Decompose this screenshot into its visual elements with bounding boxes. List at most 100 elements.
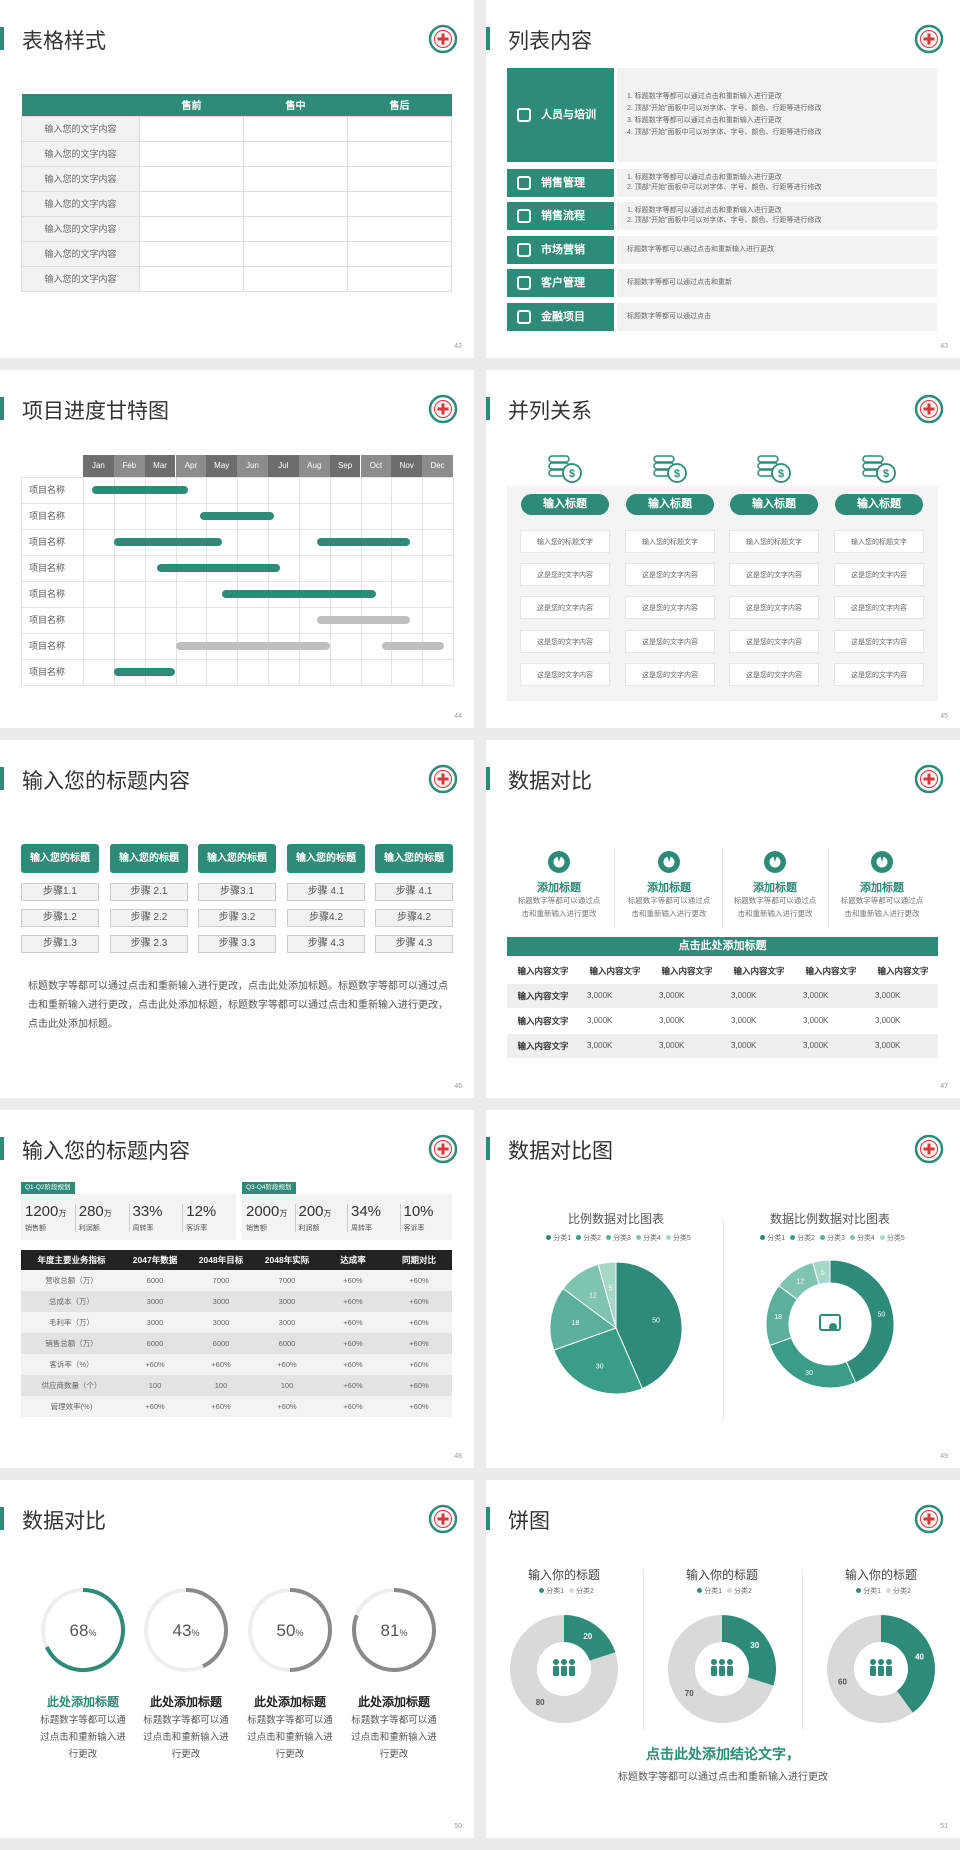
item-name: 销售管理 (541, 177, 585, 189)
slide-title: 数据对比图 (508, 1140, 613, 1163)
column-cell: 这是您的文字内容 (520, 596, 610, 619)
logo (914, 24, 944, 54)
people-icon (711, 1666, 717, 1676)
chart-title: 数据比例数据对比图表 (769, 1212, 890, 1226)
kpi-unit: 万 (58, 1209, 67, 1218)
item-text: 3. 标题数字等都可以通过点击和重新输入进行更改 (627, 117, 782, 124)
table-cell: 3,000K (659, 1016, 685, 1025)
table-cell: 营收总额（万） (45, 1276, 98, 1285)
table-header-bg (21, 1250, 452, 1270)
table-cell: 3000 (146, 1318, 164, 1327)
people-icon (727, 1666, 733, 1676)
legend-dot (886, 1588, 891, 1593)
table-row: 输入您的文字内容 (21, 190, 452, 217)
header-row: 售前 售中 售后 (21, 94, 452, 116)
table-cell: 3000 (278, 1297, 296, 1306)
row-label: 输入内容文字 (517, 991, 569, 1001)
title-accent (486, 397, 490, 420)
kpi-divider (182, 1204, 184, 1232)
item-text: 2. 顶部“开始”面板中可以对字体、字号、颜色、行距等进行修改 (627, 105, 822, 112)
gantt-bar (317, 616, 410, 624)
step-box: 步骤 4.3 (287, 935, 365, 953)
pie-slice (553, 1327, 643, 1395)
column-heading: 输入标题 (521, 494, 609, 515)
ring-title: 此处添加标题 (149, 1695, 222, 1709)
slide: 表格样式 42 售前 售中 售后 输入您的文字内容 输入您的文字内容 输入您的文字内容 输入您的… (0, 0, 474, 358)
task-name: 项目名称 (29, 563, 66, 573)
slide-title: 列表内容 (508, 30, 592, 53)
separator (722, 848, 723, 928)
table-cell: +60% (409, 1339, 429, 1348)
task-name: 项目名称 (29, 511, 66, 521)
graphics: 68% 43% 50% 81% (41, 1588, 436, 1672)
header-cell: 售后 (347, 94, 452, 116)
month-header: Jan (83, 455, 114, 477)
table-cell: 6000 (278, 1339, 296, 1348)
step-box: 步骤 2.2 (110, 909, 188, 927)
gantt-bar (200, 512, 275, 520)
column-cell: 这是您的文字内容 (520, 563, 610, 586)
pie-slice (615, 1261, 683, 1390)
task-name: 项目名称 (29, 537, 66, 547)
separator (614, 848, 615, 928)
slice-label: 20 (583, 1632, 592, 1641)
title-accent (486, 27, 490, 50)
row-bg (21, 1396, 452, 1417)
donut-slice (722, 1615, 776, 1686)
step-box: 步骤3.1 (198, 883, 276, 901)
item-text-box: 标题数字等都可以通过点击和重新输入进行更改 (617, 236, 937, 264)
table-cell (139, 140, 244, 167)
people-icon (886, 1659, 892, 1665)
slice-label: 50 (652, 1318, 660, 1325)
month-header: Oct (360, 455, 392, 477)
column-cell: 这是您的文字内容 (729, 630, 819, 653)
ring-value: 43% (173, 1621, 200, 1640)
icon-pie (876, 856, 888, 868)
row-bg (21, 1270, 452, 1291)
kpi-value: 2000万 (246, 1203, 288, 1220)
column-heading: 输入标题 (835, 494, 923, 515)
table-cell: 100 (214, 1381, 228, 1390)
header-cell: 年度主要业务指标 (37, 1255, 106, 1265)
coin-badge (771, 463, 791, 483)
ring-arc (185, 1588, 228, 1669)
logo-cross (923, 1147, 935, 1151)
slide: 数据对比图 49 50 30 18 12 5 50 30 18 12 5 比例数据对比图表 分类1 分类2 分… (486, 1110, 960, 1468)
kpi-name: 周转率 (132, 1225, 154, 1232)
step-box: 步骤 2.1 (110, 883, 188, 901)
month-header: Sep (329, 455, 361, 477)
slide-title: 输入您的标题内容 (22, 1140, 190, 1163)
step-box: 步骤4.2 (287, 909, 365, 927)
slide: 数据对比 47 添加标题 标题数字等都可以通过点击和重新输入进行更改 添加标题 标题数字等… (486, 740, 960, 1098)
slice-label: 18 (774, 1314, 782, 1321)
coin-sign: $ (674, 468, 680, 480)
task-name: 项目名称 (29, 667, 66, 677)
title-accent (0, 767, 4, 790)
slide: 项目进度甘特图 44 Jan Feb Mar Apr May Jun Jul Aug Sep Oct N… (0, 370, 474, 728)
header-cell: 输入内容文字 (805, 966, 857, 976)
conclusion-note: 标题数字等都可以通过点击和重新输入进行更改 (618, 1772, 828, 1783)
donut-slice (827, 1615, 913, 1723)
grid-line (21, 685, 453, 686)
table-row: 输入您的文字内容 (21, 115, 452, 142)
table-cell: 100 (280, 1381, 294, 1390)
table-cell: 客诉率（%） (49, 1360, 94, 1369)
people-icon (569, 1659, 575, 1665)
feature-title: 添加标题 (860, 882, 904, 894)
grid-line (21, 607, 453, 608)
slide-title: 饼图 (508, 1510, 550, 1533)
legend: 分类1 分类2 分类3 分类4 分类5 (506, 1233, 726, 1243)
table-cell: 3,000K (587, 1041, 613, 1050)
table-cell: 供应商数量（个） (41, 1381, 102, 1390)
kpi-divider (74, 1204, 76, 1232)
row-bg (507, 1034, 938, 1058)
logo (428, 394, 458, 424)
month-header: Dec (422, 455, 453, 477)
column-cell: 这是您的文字内容 (625, 563, 715, 586)
month-header: Nov (391, 455, 423, 477)
donut-slice (564, 1615, 616, 1661)
page-number: 42 (454, 343, 462, 350)
gantt-bar (175, 642, 330, 650)
slide-title: 并列关系 (508, 400, 592, 423)
table-cell: 3,000K (659, 991, 685, 1000)
